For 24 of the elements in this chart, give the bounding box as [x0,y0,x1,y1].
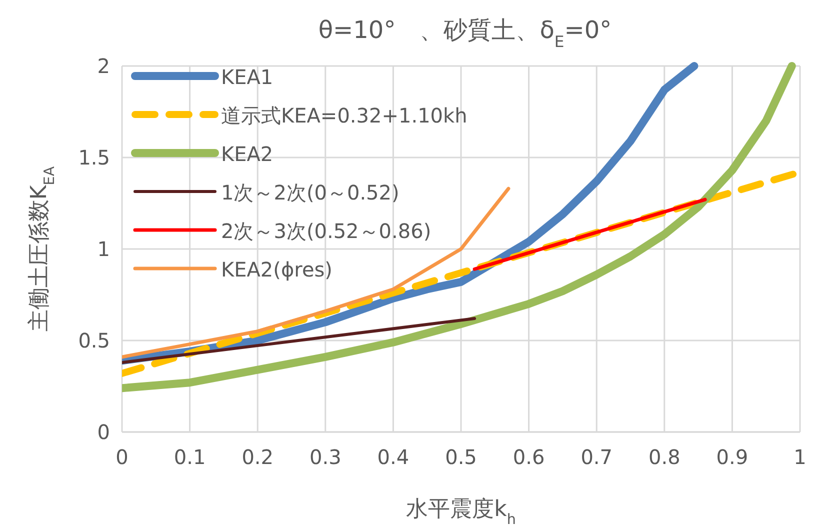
legend-label: 2次～3次(0.52～0.86) [221,219,432,243]
legend-label: KEA2(ϕres) [221,258,332,282]
chart-title: θ=10° 、砂質土、δ$_{E}$=0° [318,16,612,51]
x-tick-label: 0.4 [377,445,410,469]
x-tick-label: 0.1 [174,445,206,469]
legend-label: KEA2 [221,142,274,166]
x-tick-label: 0.3 [309,445,342,469]
legend-label: KEA1 [221,65,274,89]
x-tick-label: 0.5 [445,445,477,469]
y-tick-label: 2 [97,54,110,78]
x-tick-label: 0 [116,445,128,469]
y-tick-label: 1.5 [78,146,110,170]
legend-label: 道示式KEA=0.32+1.10kh [221,104,468,128]
y-tick-label: 1 [97,237,110,261]
x-tick-label: 1 [794,445,806,469]
x-tick-label: 0.2 [242,445,274,469]
y-tick-label: 0 [97,420,110,444]
y-tick-label: 0.5 [78,328,110,352]
x-tick-label: 0.9 [716,445,748,469]
legend-label: 1次～2次(0～0.52) [221,180,400,204]
x-axis-title: 水平震度k$_{h}$ [406,497,516,528]
x-tick-label: 0.7 [580,445,613,469]
x-tick-label: 0.6 [512,445,545,469]
x-tick-label: 0.8 [648,445,680,469]
